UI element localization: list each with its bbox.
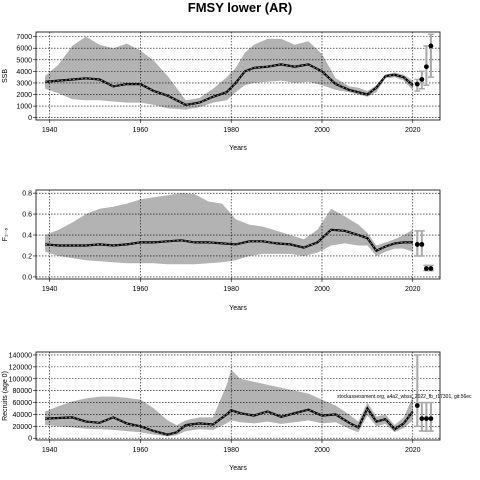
y-axis-label: SSB: [2, 69, 9, 83]
x-tick-label: 1960: [133, 127, 149, 134]
y-tick-label: 0.2: [22, 253, 32, 260]
y-tick-label: 120000: [9, 364, 32, 371]
y-tick-label: 20000: [13, 424, 33, 431]
forecast-point: [419, 416, 425, 421]
forecast-point: [414, 403, 420, 408]
x-tick-label: 1960: [133, 447, 149, 454]
y-tick-label: 140000: [9, 352, 32, 359]
estimate-line-dashes: [45, 229, 413, 252]
y-tick-label: 5000: [16, 57, 32, 64]
plot-frame: [35, 189, 441, 280]
confidence-band: [45, 36, 413, 110]
x-axis-label: Years: [229, 145, 247, 152]
x-tick-label: 2000: [314, 286, 330, 293]
y-tick-label: 80000: [13, 388, 33, 395]
forecast-point: [428, 43, 434, 49]
x-tick-label: 2000: [314, 127, 330, 134]
forecast-point: [423, 64, 429, 70]
forecast-point: [428, 266, 434, 271]
figure-title: FMSY lower (AR): [188, 0, 293, 15]
forecast-point: [428, 416, 434, 421]
y-axis-label: F₂₋₆: [2, 228, 9, 242]
forecast-point: [419, 77, 425, 82]
y-tick-label: 3000: [16, 80, 32, 87]
x-tick-label: 1960: [133, 286, 149, 293]
x-tick-label: 2020: [405, 127, 421, 134]
y-tick-label: 0: [28, 436, 32, 443]
x-tick-label: 1980: [223, 447, 239, 454]
y-tick-label: 6000: [16, 46, 32, 53]
forecast-point: [414, 81, 420, 87]
x-tick-label: 2020: [405, 286, 421, 293]
x-tick-label: 2000: [314, 447, 330, 454]
x-tick-label: 1980: [223, 127, 239, 134]
x-tick-label: 1940: [42, 447, 58, 454]
x-tick-label: 1940: [42, 127, 58, 134]
y-tick-label: 2000: [16, 92, 32, 99]
x-tick-label: 2020: [405, 447, 421, 454]
plot-frame: [35, 351, 441, 441]
y-tick-label: 60000: [13, 400, 33, 407]
panel-fishing-mortality: 1940 1960 1980 2000 2020 0.0 0.2 0.4 0.6 0.8 Years…: [2, 189, 441, 312]
y-tick-label: 4000: [16, 69, 32, 76]
estimate-line-dashes: [45, 407, 414, 436]
y-tick-label: 100000: [9, 376, 32, 383]
panel-ssb: 1940 1960 1980 2000 2020 0 1000 2000 3000 4000 500…: [2, 31, 441, 152]
forecast-point: [419, 242, 425, 247]
y-axis-label: Recruits (age 0): [2, 371, 9, 421]
assessment-annotation: stockassessment.org, a4a2_wbss_2022_fb_r…: [337, 394, 472, 400]
x-axis-label: Years: [229, 305, 247, 312]
confidence-band: [45, 369, 413, 437]
x-axis-label: Years: [229, 465, 247, 472]
y-tick-label: 0.0: [22, 274, 32, 281]
forecast-point: [423, 416, 429, 421]
confidence-band: [45, 193, 413, 265]
y-tick-label: 0.4: [22, 233, 32, 240]
y-tick-label: 0.8: [22, 191, 32, 198]
y-tick-label: 0: [28, 115, 32, 122]
y-tick-label: 40000: [13, 412, 33, 419]
panel-recruitment: 1940 1960 1980 2000 2020 0 20000 40000 60000 8000…: [2, 351, 441, 472]
estimate-line-dashes: [45, 63, 414, 106]
y-tick-label: 7000: [16, 34, 32, 41]
plot-frame: [35, 31, 441, 121]
y-tick-label: 0.6: [22, 212, 32, 219]
x-tick-label: 1980: [223, 286, 239, 293]
forecast-point: [423, 266, 429, 271]
x-tick-label: 1940: [42, 286, 58, 293]
forecast-point: [414, 242, 420, 247]
y-tick-label: 1000: [16, 104, 32, 111]
